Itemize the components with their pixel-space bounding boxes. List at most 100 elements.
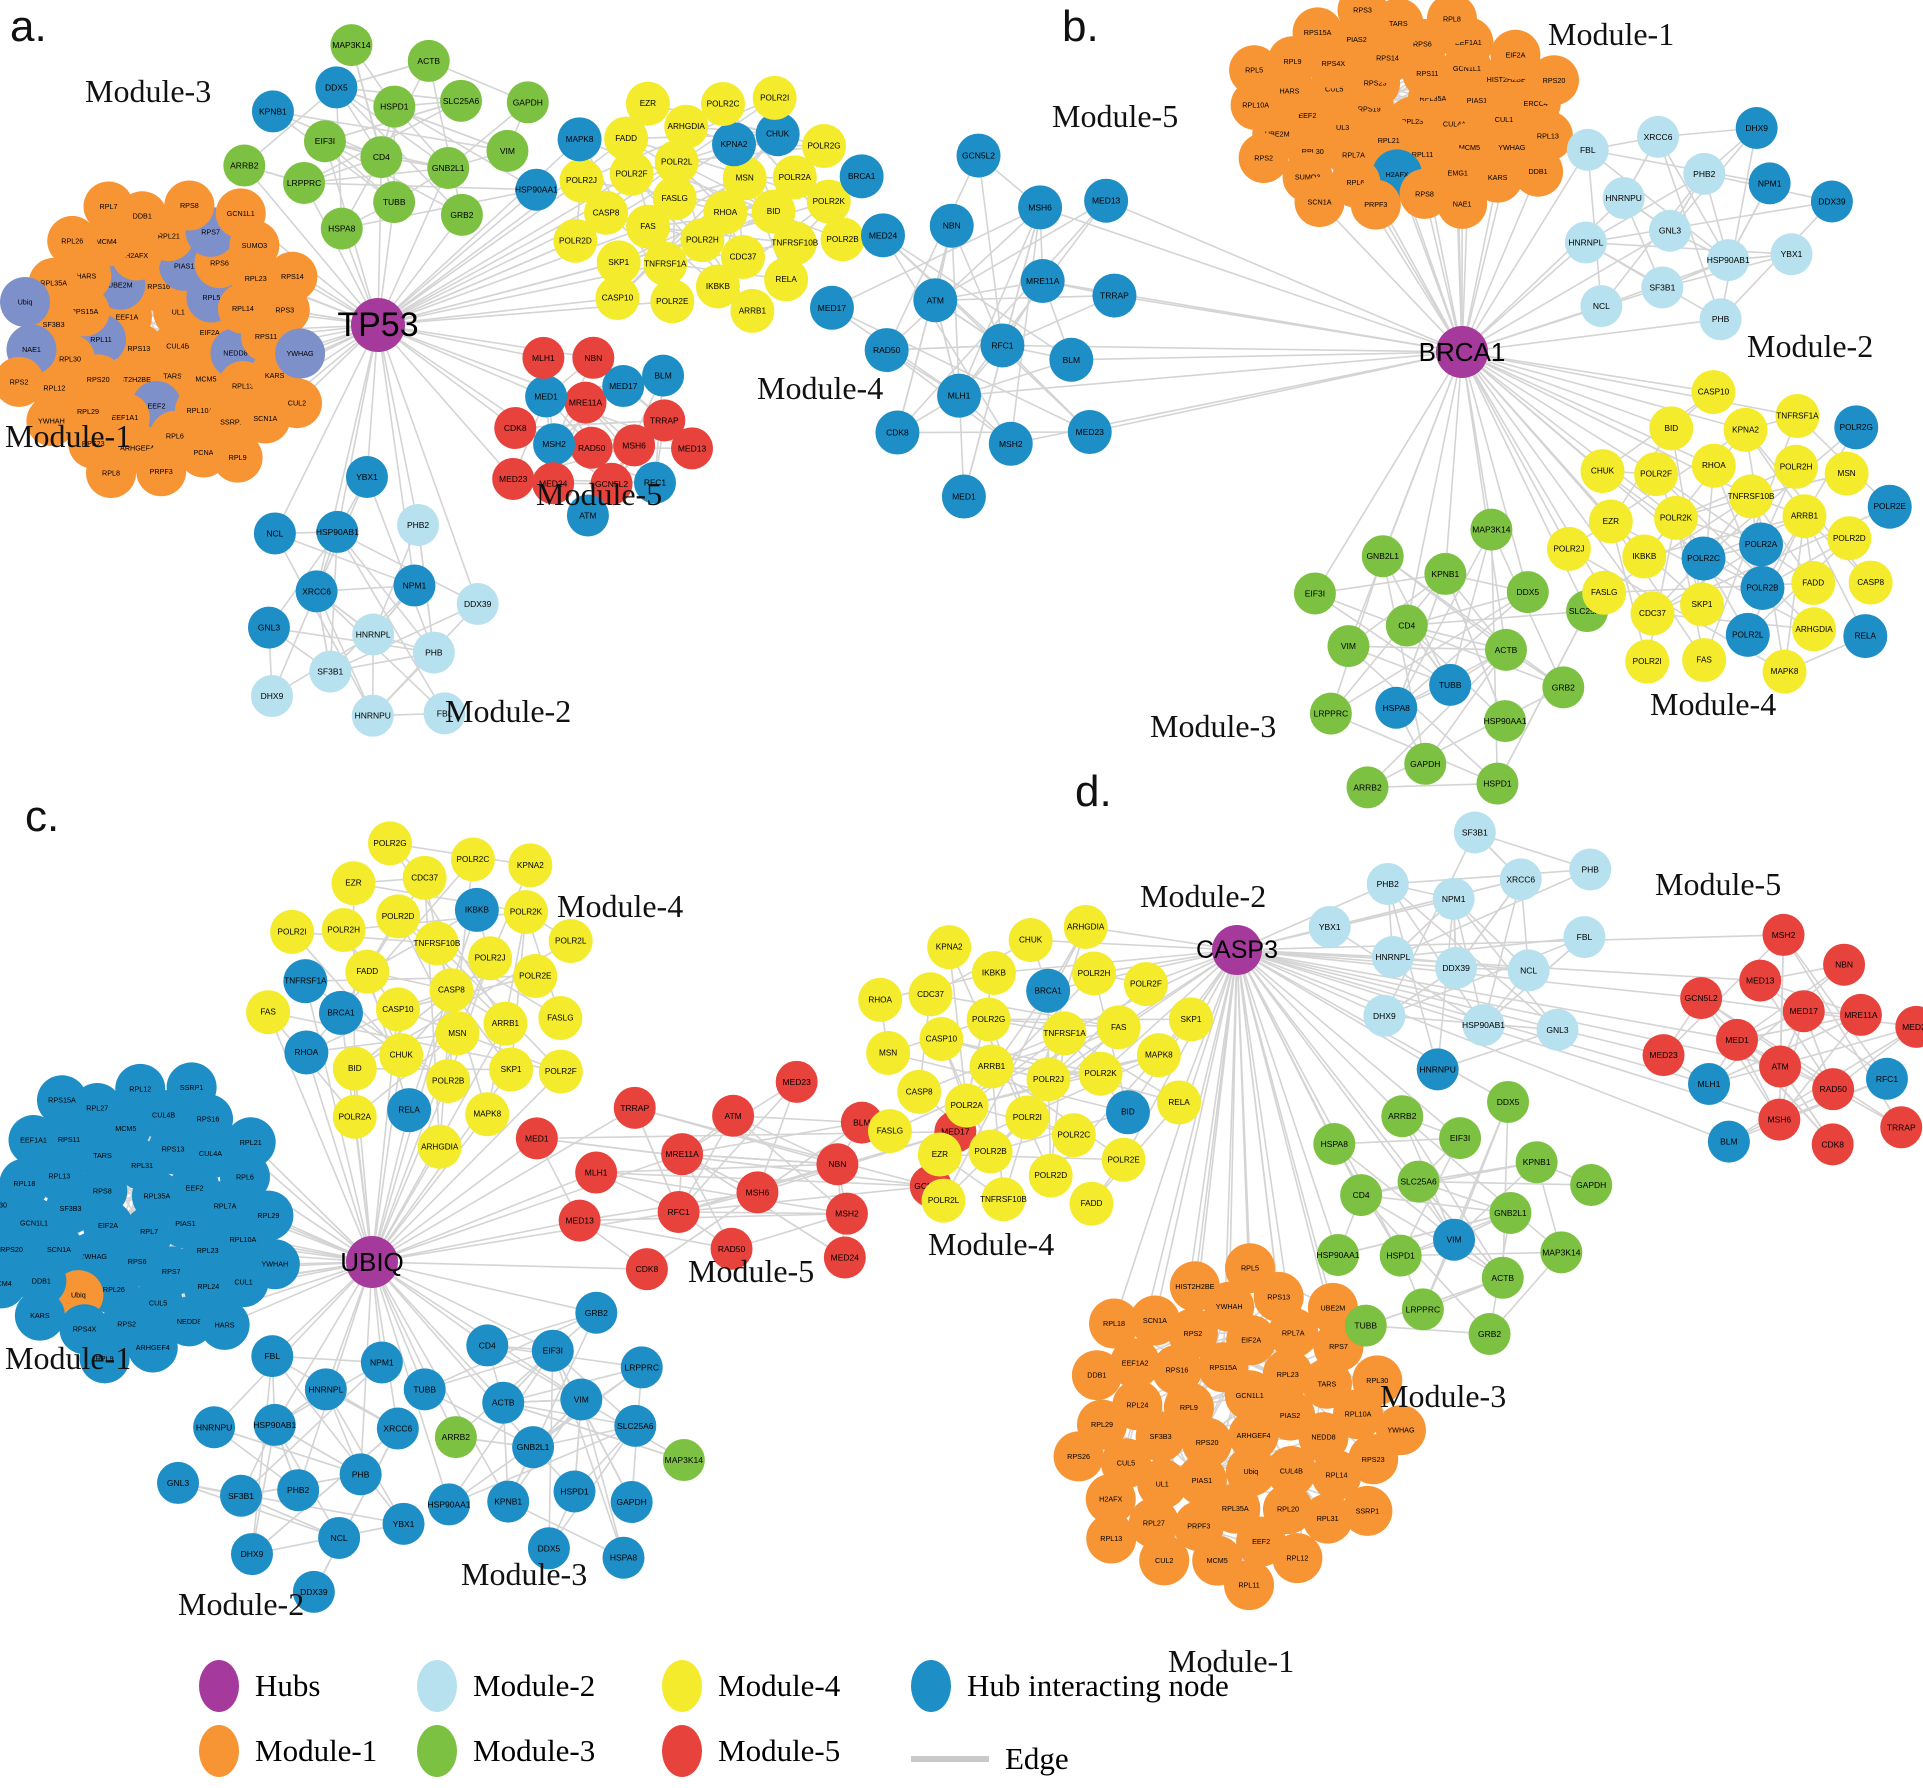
network-node[interactable]: POLR2G (802, 124, 846, 168)
network-node[interactable]: PHB2 (1683, 153, 1725, 195)
network-node[interactable]: TRRAP (1092, 274, 1136, 318)
network-node[interactable]: NCL (318, 1517, 360, 1559)
network-node[interactable]: HSPA8 (321, 208, 363, 250)
network-node[interactable]: BLM (1049, 338, 1093, 382)
network-node[interactable]: RPL7 (84, 181, 134, 231)
network-node[interactable]: GNB2L1 (427, 147, 469, 189)
network-node[interactable]: POLR2H (1072, 951, 1116, 995)
network-node[interactable]: YWHAH (250, 1239, 300, 1289)
network-node[interactable]: EZR (626, 82, 670, 126)
network-node[interactable]: POLR2J (468, 936, 512, 980)
network-node[interactable]: ARHGDIA (1792, 607, 1836, 651)
network-node[interactable]: MED24 (861, 213, 905, 257)
network-node[interactable]: IKBKB (1622, 535, 1666, 579)
network-node[interactable]: MAP3K14 (330, 24, 372, 66)
network-node[interactable]: ARRB1 (1782, 494, 1826, 538)
network-node[interactable]: GNB2L1 (1362, 535, 1404, 577)
network-node[interactable]: POLR2D (553, 219, 597, 263)
network-node[interactable]: CDC37 (403, 856, 447, 900)
network-node[interactable]: HNRNPL (305, 1368, 347, 1410)
network-node[interactable]: POLR2C (701, 82, 745, 126)
network-node[interactable]: RPL12 (1272, 1533, 1322, 1583)
network-node[interactable]: ACTB (408, 40, 450, 82)
network-node[interactable]: MED17 (810, 286, 854, 330)
network-node[interactable]: GRB2 (1469, 1313, 1511, 1355)
network-node[interactable]: POLR2D (1029, 1154, 1073, 1198)
network-node[interactable]: NBN (572, 337, 614, 379)
network-node[interactable]: RELA (387, 1088, 431, 1132)
network-node[interactable]: VIM (486, 130, 528, 172)
network-node[interactable]: CASP10 (595, 276, 639, 320)
network-node[interactable]: CD4 (466, 1324, 508, 1366)
network-node[interactable]: POLR2K (1079, 1052, 1123, 1096)
network-node[interactable]: POLR2I (1625, 640, 1669, 684)
network-node[interactable]: POLR2C (451, 837, 495, 881)
network-node[interactable]: POLR2A (333, 1095, 377, 1139)
network-node[interactable]: ARRB1 (483, 1002, 527, 1046)
network-node[interactable]: BLM (642, 355, 684, 397)
network-node[interactable]: DDX5 (1487, 1081, 1529, 1123)
network-node[interactable]: RPL21 (226, 1117, 276, 1167)
network-node[interactable]: MSH6 (1018, 185, 1062, 229)
network-node[interactable]: MAPK8 (465, 1092, 509, 1136)
network-node[interactable]: ARHGDIA (1064, 905, 1108, 949)
network-node[interactable]: ATM (1759, 1046, 1801, 1088)
network-node[interactable]: HSPD1 (373, 86, 415, 128)
network-node[interactable]: NBN (930, 204, 974, 248)
network-node[interactable]: GCN1L1 (216, 188, 266, 238)
network-node[interactable]: TNFRSF1A (1043, 1011, 1087, 1055)
network-node[interactable]: GNL3 (248, 607, 290, 649)
network-node[interactable]: VIM (560, 1378, 602, 1420)
network-node[interactable]: ARRB2 (1381, 1095, 1423, 1137)
network-node[interactable]: NCL (1508, 949, 1550, 991)
network-node[interactable]: MSH2 (989, 422, 1033, 466)
network-node[interactable]: DHX9 (231, 1533, 273, 1575)
network-node[interactable]: TNFRSF10B (1728, 474, 1775, 518)
network-node[interactable]: EZR (918, 1133, 962, 1177)
network-node[interactable]: MSH2 (826, 1193, 868, 1235)
network-node[interactable]: RPL9 (213, 433, 263, 483)
network-node[interactable]: TUBB (373, 181, 415, 223)
network-node[interactable]: MED13 (1739, 960, 1781, 1002)
network-node[interactable]: GAPDH (611, 1481, 653, 1523)
network-node[interactable]: RHOA (284, 1030, 328, 1074)
network-node[interactable]: MED13 (1084, 179, 1128, 223)
network-node[interactable]: NCL (254, 512, 296, 554)
network-node[interactable]: POLR2F (1634, 452, 1678, 496)
network-node[interactable]: HSP90AB1 (316, 511, 359, 553)
network-node[interactable]: POLR2B (969, 1130, 1013, 1174)
network-node[interactable]: POLR2H (322, 908, 366, 952)
network-node[interactable]: DHX9 (251, 675, 293, 717)
network-node[interactable]: MED23 (1068, 410, 1112, 454)
network-node[interactable]: POLR2G (368, 821, 412, 865)
network-node[interactable]: POLR2H (1774, 445, 1818, 489)
network-node[interactable]: ARHGDIA (418, 1125, 462, 1169)
network-node[interactable]: HNRNPL (1372, 936, 1414, 978)
network-node[interactable]: KPNB1 (1424, 553, 1466, 595)
network-node[interactable]: KPNB1 (252, 90, 294, 132)
network-node[interactable]: MAP3K14 (1470, 509, 1512, 551)
network-node[interactable]: RPS15A (37, 1075, 87, 1125)
network-node[interactable]: POLR2L (922, 1179, 966, 1223)
network-node[interactable]: MED17 (1783, 990, 1825, 1032)
network-node[interactable]: MRE11A (565, 382, 607, 424)
network-node[interactable]: PRPF3 (1351, 180, 1401, 230)
network-node[interactable]: HSPA8 (1375, 687, 1417, 729)
network-node[interactable]: TNFRSF10B (980, 1177, 1027, 1221)
network-node[interactable]: SF3B1 (309, 651, 351, 693)
network-node[interactable]: FASLG (868, 1109, 912, 1153)
network-node[interactable]: YWHAG (275, 329, 325, 379)
network-node[interactable]: MED13 (559, 1200, 601, 1242)
network-node[interactable]: SF3B1 (1454, 811, 1496, 853)
network-node[interactable]: GAPDH (507, 81, 549, 123)
network-node[interactable]: SF3B1 (220, 1475, 262, 1517)
network-node[interactable]: PRPF3 (136, 446, 186, 496)
network-node[interactable]: XRCC6 (296, 570, 338, 612)
network-node[interactable]: MLH1 (937, 374, 981, 418)
network-node[interactable]: MED13 (671, 427, 713, 469)
network-node[interactable]: HNRNPU (193, 1406, 235, 1448)
network-node[interactable]: LRPPRC (283, 162, 325, 204)
network-node[interactable]: EIF3I (1439, 1117, 1481, 1159)
network-node[interactable]: RELA (1843, 614, 1887, 658)
network-node[interactable]: DDX39 (1435, 947, 1477, 989)
